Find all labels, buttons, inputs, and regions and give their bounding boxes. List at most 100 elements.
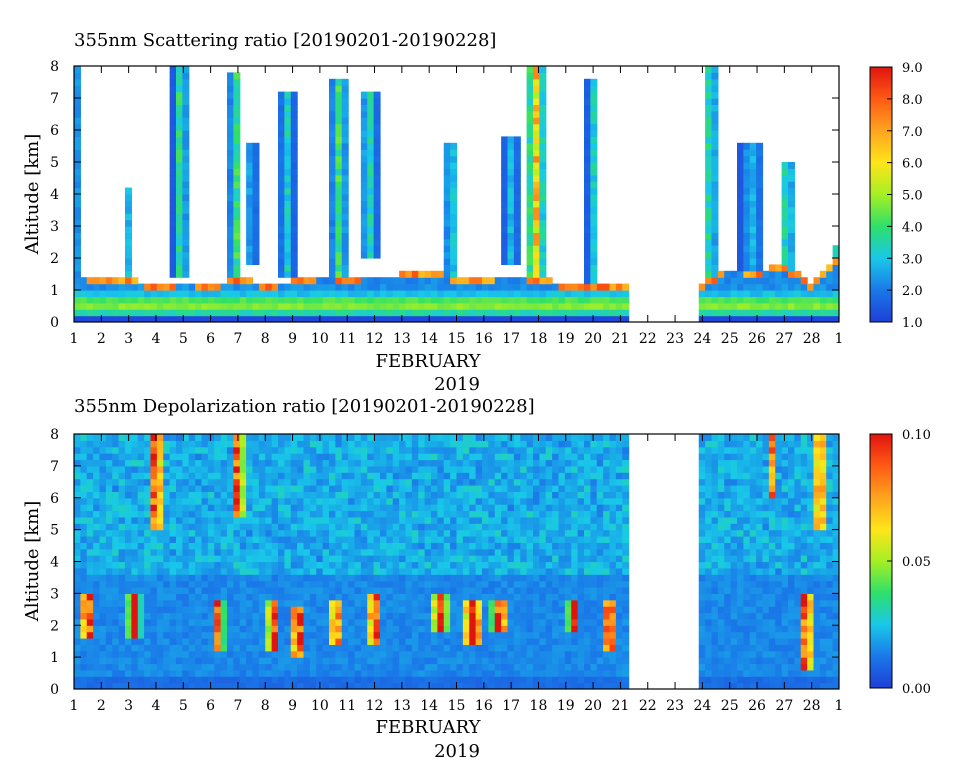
x-tick-label: 20 — [584, 698, 602, 714]
x-tick-label: 22 — [639, 698, 657, 714]
depolarization-panel: 355nm Depolarization ratio [20190201-201… — [22, 396, 931, 762]
colorbar-tick-label: 0.05 — [902, 555, 931, 570]
scattering-title: 355nm Scattering ratio [20190201-2019022… — [74, 30, 496, 51]
y-tick-label: 0 — [50, 315, 59, 331]
x-tick-label: 15 — [448, 698, 466, 714]
x-tick-label: 10 — [311, 331, 329, 347]
y-tick-label: 2 — [50, 251, 59, 267]
x-tick-label: 5 — [179, 331, 188, 347]
scattering-panel: 355nm Scattering ratio [20190201-2019022… — [22, 30, 923, 395]
colorbar-tick-label: 8.0 — [902, 93, 923, 108]
colorbar-tick-label: 7.0 — [902, 125, 923, 140]
x-tick-label: 18 — [530, 331, 548, 347]
x-tick-label: 11 — [338, 331, 356, 347]
x-tick-label: 4 — [152, 331, 161, 347]
y-tick-label: 7 — [50, 459, 59, 475]
x-tick-label: 1 — [70, 698, 79, 714]
x-tick-label: 5 — [179, 698, 188, 714]
y-tick-label: 6 — [50, 123, 59, 139]
colorbar-tick-label: 0.00 — [902, 682, 931, 697]
x-tick-label: 4 — [152, 698, 161, 714]
y-tick-label: 8 — [50, 59, 59, 75]
x-tick-label: 21 — [612, 698, 630, 714]
x-tick-label: 25 — [721, 331, 739, 347]
x-tick-label: 2 — [97, 331, 106, 347]
x-tick-label: 9 — [288, 698, 297, 714]
x-tick-label: 19 — [557, 698, 575, 714]
colorbar-tick-label: 1.0 — [902, 316, 923, 331]
scattering-ylabel: Altitude [km] — [22, 134, 43, 256]
x-tick-label: 28 — [803, 331, 821, 347]
y-tick-label: 1 — [50, 650, 59, 666]
x-tick-label: 16 — [475, 698, 493, 714]
x-tick-label: 8 — [261, 331, 270, 347]
colorbar-tick-label: 4.0 — [902, 220, 923, 235]
x-tick-label: 3 — [124, 698, 133, 714]
x-tick-label: 26 — [748, 698, 766, 714]
x-tick-label: 1 — [835, 698, 844, 714]
y-tick-label: 0 — [50, 682, 59, 698]
depolarization-axes: 1 2 3 4 5 6 7 8 9 10 11 12 13 14 15 16 17 18 19 20 21 22 23 24 2… — [50, 427, 843, 714]
x-tick-label: 13 — [393, 331, 411, 347]
x-tick-label: 14 — [420, 698, 438, 714]
x-tick-label: 27 — [775, 698, 793, 714]
scattering-axes: 1 2 3 4 5 6 7 8 9 10 11 12 13 14 15 16 17 18 19 20 21 22 23 24 2… — [50, 59, 843, 347]
x-tick-label: 2 — [97, 698, 106, 714]
colorbar-tick-label: 5.0 — [902, 189, 923, 204]
x-tick-label: 1 — [835, 331, 844, 347]
y-tick-label: 3 — [50, 586, 59, 602]
colorbar-tick-label: 6.0 — [902, 157, 923, 172]
scattering-heatmap — [74, 66, 839, 322]
x-tick-label: 13 — [393, 698, 411, 714]
scattering-xlabel-year: 2019 — [434, 374, 480, 395]
y-tick-label: 4 — [50, 187, 59, 203]
x-tick-label: 12 — [366, 698, 384, 714]
y-tick-label: 6 — [50, 491, 59, 507]
x-tick-label: 28 — [803, 698, 821, 714]
x-tick-label: 25 — [721, 698, 739, 714]
x-tick-label: 10 — [311, 698, 329, 714]
x-tick-label: 17 — [502, 331, 520, 347]
x-tick-label: 23 — [666, 331, 684, 347]
depolarization-ylabel: Altitude [km] — [22, 501, 43, 623]
y-tick-label: 1 — [50, 283, 59, 299]
x-tick-label: 1 — [70, 331, 79, 347]
y-tick-label: 3 — [50, 219, 59, 235]
colorbar-tick-label: 0.10 — [902, 428, 931, 443]
x-tick-label: 27 — [775, 331, 793, 347]
y-tick-label: 8 — [50, 427, 59, 443]
x-tick-label: 17 — [502, 698, 520, 714]
x-tick-label: 24 — [693, 331, 711, 347]
x-tick-label: 12 — [366, 331, 384, 347]
y-tick-label: 2 — [50, 618, 59, 634]
x-tick-label: 19 — [557, 331, 575, 347]
x-tick-label: 26 — [748, 331, 766, 347]
x-tick-label: 3 — [124, 331, 133, 347]
scattering-xlabel: FEBRUARY — [376, 351, 482, 372]
depolarization-xlabel-year: 2019 — [434, 741, 480, 762]
y-tick-label: 5 — [50, 155, 59, 171]
x-tick-label: 14 — [420, 331, 438, 347]
colorbar-tick-label: 9.0 — [902, 61, 923, 76]
depolarization-colorbar-ticks: 0.00 0.05 0.10 — [887, 428, 931, 697]
x-tick-label: 18 — [530, 698, 548, 714]
x-tick-label: 7 — [233, 331, 242, 347]
x-tick-label: 21 — [612, 331, 630, 347]
scattering-colorbar-ticks: 1.0 2.0 3.0 4.0 5.0 6.0 7.0 8.0 9.0 — [887, 61, 923, 331]
x-tick-label: 23 — [666, 698, 684, 714]
x-tick-label: 20 — [584, 331, 602, 347]
x-tick-label: 9 — [288, 331, 297, 347]
x-tick-label: 11 — [338, 698, 356, 714]
x-tick-label: 15 — [448, 331, 466, 347]
depolarization-xlabel: FEBRUARY — [376, 717, 482, 738]
x-tick-label: 24 — [693, 698, 711, 714]
x-tick-label: 22 — [639, 331, 657, 347]
x-tick-label: 6 — [206, 331, 215, 347]
colorbar-tick-label: 2.0 — [902, 284, 923, 299]
depolarization-title: 355nm Depolarization ratio [20190201-201… — [74, 396, 535, 417]
x-tick-label: 8 — [261, 698, 270, 714]
x-tick-label: 16 — [475, 331, 493, 347]
x-tick-label: 6 — [206, 698, 215, 714]
x-tick-label: 7 — [233, 698, 242, 714]
